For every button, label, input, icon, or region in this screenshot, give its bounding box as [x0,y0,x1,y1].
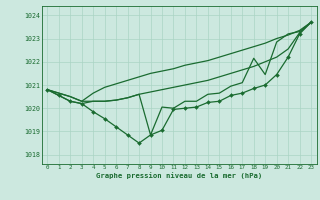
X-axis label: Graphe pression niveau de la mer (hPa): Graphe pression niveau de la mer (hPa) [96,172,262,179]
